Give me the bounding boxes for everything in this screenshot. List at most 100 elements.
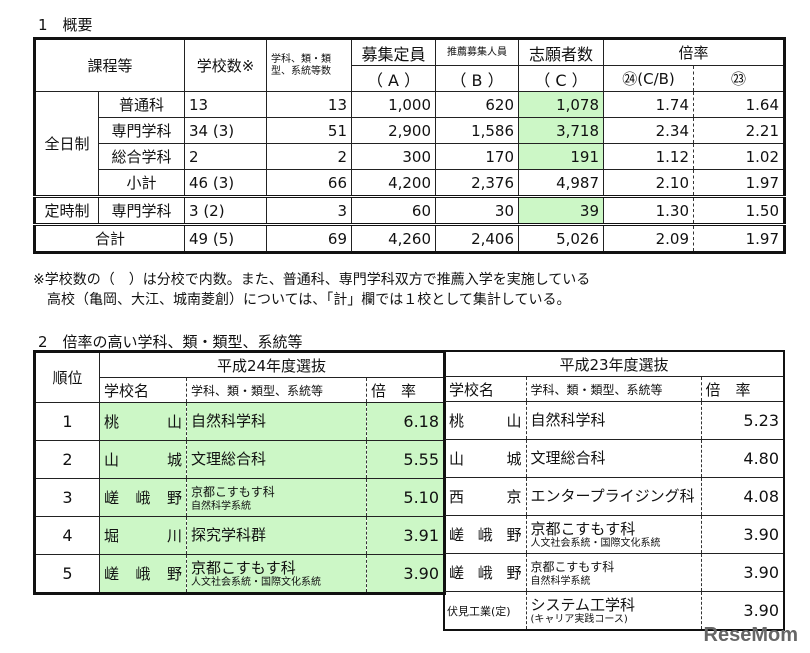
a-cell: 60 [351, 195, 437, 225]
table-row: 伏見工業(定) システム工学科 (キャリア実践コース) 3.90 [443, 591, 785, 631]
applicants-cell: 4,987 [518, 169, 605, 197]
note-line-1: ※学校数の（ ）は分校で内数。また、普通科、専門学科双方で推薦入学を実施している [33, 272, 591, 288]
table-row: 嵯峨野 京都こすもす科 人文社会系統・国際文化系統 3.90 [443, 515, 785, 554]
school-cell: 山 城 [99, 440, 187, 479]
dept-cell: 文理総合科 [186, 440, 367, 479]
ratio-cell: 6.18 [365, 402, 446, 441]
applicants-cell: 39 [518, 195, 605, 225]
applicants-cell: 1,078 [518, 91, 605, 118]
a-cell: 4,260 [351, 223, 437, 253]
dept-name: 文理総合科 [530, 449, 606, 467]
table-row: 定時制 専門学科 3 (2) 3 60 30 39 1.30 1.50 [34, 195, 786, 225]
school-cell: 嵯峨野 [99, 478, 187, 517]
header-schools: 学校数※ [184, 38, 268, 92]
ratio-cell: 5.23 [700, 401, 785, 440]
header-depts: 学科、類・類型、系統等数 [266, 38, 353, 92]
dept-cell: システム工学科 (キャリア実践コース) [525, 591, 702, 631]
table-row: 嵯峨野 京都こすもす科 自然科学系統 3.90 [443, 553, 785, 592]
table-row: 3 嵯峨野 京都こすもす科 自然科学系統 5.10 [34, 478, 446, 517]
b-cell: 1,586 [435, 117, 520, 144]
schools-cell: 34 (3) [184, 117, 268, 144]
dept-cell: 自然科学科 [186, 402, 367, 441]
ratio-cell: 3.90 [365, 554, 446, 594]
dept-sub: (キャリア実践コース) [530, 613, 628, 625]
resemom-logo: ReseMom [703, 624, 798, 646]
dept-name: 自然科学科 [191, 412, 267, 430]
dept-name: 京都こすもす科 [191, 484, 275, 499]
b-cell: 2,406 [435, 223, 520, 253]
header-course: 課程等 [33, 38, 186, 92]
header-ratio: 倍 率 [365, 377, 446, 403]
header-ratio: 倍率 [603, 38, 786, 66]
header-rank: 順位 [34, 351, 100, 403]
dept-name: 京都こすもす科 [191, 558, 296, 577]
ratio24-cell: 2.09 [603, 223, 695, 253]
group-parttime: 定時制 [34, 195, 99, 225]
school-cell: 堀 川 [99, 516, 187, 555]
header-applicants: 志願者数 [518, 38, 605, 66]
depts-cell: 3 [266, 195, 353, 225]
a-cell: 1,000 [351, 91, 437, 118]
school-cell: 嵯峨野 [443, 553, 527, 592]
rank-cell: 1 [34, 402, 100, 441]
dept-cell: 京都こすもす科 人文社会系統・国際文化系統 [186, 554, 367, 594]
applicants-cell: 3,718 [518, 117, 605, 144]
table-row: 桃 山自然科学科 5.23 [443, 401, 785, 440]
dept-name: 文理総合科 [191, 450, 267, 468]
row-label: 専門学科 [97, 117, 186, 144]
ratio23-cell: 1.64 [693, 91, 786, 118]
dept-cell: 文理総合科 [525, 439, 702, 478]
rank-cell: 2 [34, 440, 100, 479]
header-school: 学校名 [99, 377, 187, 403]
depts-cell: 66 [266, 169, 353, 197]
group-fulltime: 全日制 [34, 91, 99, 197]
depts-cell: 51 [266, 117, 353, 144]
a-cell: 2,900 [351, 117, 437, 144]
header-capacity: 募集定員 [351, 38, 437, 66]
applicants-cell: 191 [518, 143, 605, 170]
row-label: 専門学科 [97, 195, 186, 225]
dept-name: 探究学科群 [191, 526, 267, 544]
ratio23-cell: 1.97 [693, 223, 786, 253]
row-label: 総合学科 [97, 143, 186, 170]
section1-title: 1 概要 [38, 16, 93, 34]
depts-cell: 69 [266, 223, 353, 253]
dept-sub: 人文社会系統・国際文化系統 [530, 537, 661, 549]
table-row: 全日制 普通科 13 13 1,000 620 1,078 1.74 1.64 [34, 91, 786, 197]
table-row: 小計 46 (3) 66 4,200 2,376 4,987 2.10 1.97 [35, 169, 786, 197]
depts-cell: 13 [266, 91, 353, 118]
school-cell: 桃 山 [443, 401, 527, 440]
table-row: 西 京エンタープライジング科 4.08 [443, 477, 785, 516]
ranking-2011-table: 平成23年度選抜 学校名 学科、類・類型、系統等 倍 率 桃 山自然科学科 5.2… [443, 350, 786, 631]
dept-cell: 京都こすもす科 自然科学系統 [186, 478, 367, 517]
ratio-cell: 3.90 [700, 515, 785, 554]
header-dept: 学科、類・類型、系統等 [186, 377, 367, 403]
schools-cell: 13 [184, 91, 268, 118]
ratio-cell: 4.08 [700, 477, 785, 516]
header-h23: 平成23年度選抜 [443, 350, 785, 377]
dept-cell: 京都こすもす科 人文社会系統・国際文化系統 [525, 515, 702, 554]
ratio-cell: 5.10 [365, 478, 446, 517]
table-row: 山 城文理総合科 4.80 [443, 439, 785, 478]
dept-name: 京都こすもす科 [530, 519, 636, 538]
ratio-cell: 3.91 [365, 516, 446, 555]
b-cell: 30 [435, 195, 520, 225]
row-label: 普通科 [97, 91, 186, 118]
school-cell: 西 京 [443, 477, 527, 516]
table-row: 合計 49 (5) 69 4,260 2,406 5,026 2.09 1.97 [33, 223, 786, 253]
dept-sub: 自然科学系統 [530, 575, 591, 587]
dept-cell: エンタープライジング科 [525, 477, 702, 516]
b-cell: 620 [435, 91, 520, 118]
dept-cell: 京都こすもす科 自然科学系統 [525, 553, 702, 592]
applicants-cell: 5,026 [518, 223, 605, 253]
ratio-cell: 3.90 [700, 591, 785, 631]
row-label: 合計 [33, 223, 186, 253]
header-rec: 推薦募集人員 [435, 38, 520, 66]
overview-table: 課程等 学校数※ 学科、類・類型、系統等数 募集定員 推薦募集人員 志願者数 倍… [33, 37, 787, 254]
ratio23-cell: 1.02 [693, 143, 786, 170]
header-ratio23: ㉓ [693, 65, 786, 92]
row-label: 小計 [97, 169, 186, 197]
